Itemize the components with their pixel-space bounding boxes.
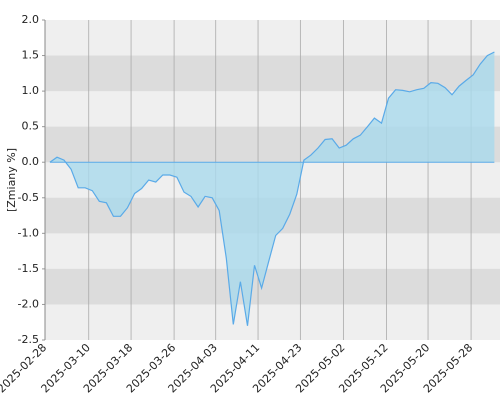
y-tick-label: -0.5 (18, 191, 39, 204)
y-tick-label: 1.5 (22, 49, 40, 62)
y-tick-label: -2.5 (18, 333, 39, 346)
grid-band (45, 268, 500, 305)
grid-band (45, 55, 500, 92)
y-tick-label: -2.0 (18, 297, 39, 310)
y-tick-label: -1.5 (18, 262, 39, 275)
y-tick-label: 2.0 (22, 13, 40, 26)
y-tick-label: -1.0 (18, 226, 39, 239)
y-tick-label: 0.0 (22, 155, 40, 168)
y-tick-label: 1.0 (22, 84, 40, 97)
line (49, 51, 495, 326)
y-axis-label: [Zmiany %] (5, 148, 18, 212)
area (49, 52, 495, 326)
y-tick-label: 0.5 (22, 120, 40, 133)
